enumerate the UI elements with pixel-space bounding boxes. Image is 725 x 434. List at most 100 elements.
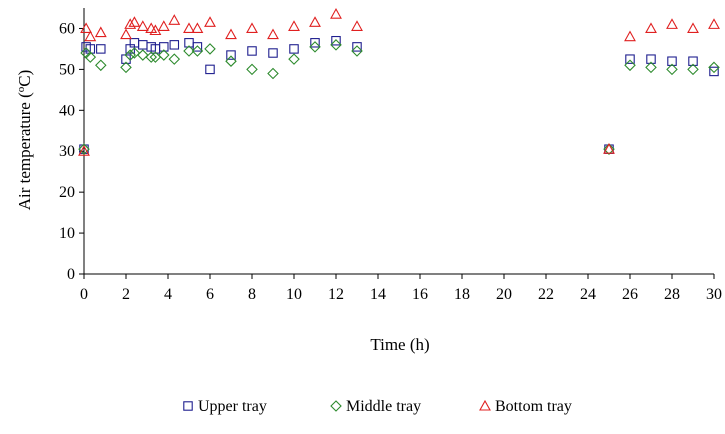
data-point <box>645 61 657 74</box>
data-point <box>666 18 678 29</box>
data-point <box>145 51 157 63</box>
data-point <box>352 42 362 52</box>
series-bottom-tray <box>78 8 720 156</box>
data-point <box>124 18 137 29</box>
data-point <box>268 48 278 58</box>
y-axis-title-main: Air temperature ( <box>15 92 34 210</box>
data-point <box>688 56 698 66</box>
data-point <box>120 28 132 40</box>
data-point <box>204 43 216 55</box>
data-point <box>331 35 341 46</box>
x-axis-ticks: 0 2 4 6 8 10 12 14 16 18 20 22 24 26 28 30 <box>80 274 722 303</box>
data-point <box>169 40 180 50</box>
x-tick-label: 0 <box>80 286 88 303</box>
data-point <box>124 49 136 61</box>
data-point <box>84 51 97 63</box>
data-point <box>687 22 699 34</box>
data-point <box>708 61 720 74</box>
data-point <box>330 8 342 19</box>
x-tick-label: 20 <box>496 286 512 303</box>
data-point <box>666 63 678 76</box>
x-tick-label: 6 <box>206 286 214 303</box>
x-axis-title: Time (h) <box>370 335 429 354</box>
data-point <box>645 22 657 34</box>
x-tick-label: 22 <box>538 286 554 303</box>
data-point <box>267 67 279 80</box>
data-point <box>246 63 258 76</box>
y-tick-label: 10 <box>59 225 75 242</box>
data-point <box>79 144 89 154</box>
y-tick-label: 60 <box>59 20 75 37</box>
data-point <box>191 45 204 57</box>
x-tick-label: 14 <box>370 286 386 303</box>
data-point <box>168 53 181 65</box>
data-point <box>136 20 149 31</box>
data-point <box>708 18 720 29</box>
data-point <box>646 54 656 64</box>
data-point <box>96 44 106 54</box>
data-point <box>158 49 170 61</box>
data-point <box>168 14 181 25</box>
data-point <box>84 30 97 42</box>
y-tick-label: 20 <box>59 184 75 201</box>
data-point <box>80 22 93 34</box>
y-axis-title-superscript: o <box>15 86 27 92</box>
x-tick-label: 4 <box>164 286 172 303</box>
legend-item: Middle tray <box>330 398 421 415</box>
data-point <box>309 16 321 27</box>
data-point <box>128 47 141 59</box>
data-point <box>709 66 719 77</box>
data-point <box>330 39 342 51</box>
legend: Upper tray Middle tray Bottom tray <box>183 398 572 415</box>
x-tick-label: 26 <box>622 286 638 303</box>
data-point <box>225 28 237 40</box>
data-point <box>309 41 321 53</box>
x-tick-label: 16 <box>412 286 428 303</box>
data-point <box>226 50 236 60</box>
x-tick-label: 18 <box>454 286 470 303</box>
data-point <box>624 30 636 42</box>
data-point <box>183 45 195 57</box>
x-tick-label: 24 <box>580 286 596 303</box>
data-point <box>687 63 699 76</box>
legend-marker <box>330 400 342 412</box>
data-point <box>625 54 635 64</box>
legend-marker <box>479 399 491 411</box>
data-point <box>120 61 132 74</box>
data-point <box>157 20 170 31</box>
data-point <box>667 56 677 66</box>
x-tick-label: 12 <box>328 286 344 303</box>
x-tick-label: 30 <box>706 286 722 303</box>
y-tick-label: 0 <box>67 266 75 283</box>
legend-item: Upper tray <box>183 398 267 415</box>
data-point <box>191 22 204 34</box>
y-axis-title-tail: C) <box>15 70 34 87</box>
data-point <box>94 26 107 38</box>
data-point <box>247 46 257 56</box>
data-point <box>289 44 299 54</box>
legend-item: Bottom tray <box>479 398 572 415</box>
data-point <box>288 20 300 31</box>
legend-label: Bottom tray <box>495 398 572 415</box>
legend-marker <box>183 401 193 411</box>
data-point <box>192 42 203 52</box>
x-tick-label: 2 <box>122 286 130 303</box>
series-upper-tray <box>79 35 719 154</box>
legend-label: Upper tray <box>198 398 267 415</box>
x-tick-label: 10 <box>286 286 302 303</box>
y-axis-ticks: 0 10 20 30 40 50 60 <box>59 20 84 283</box>
data-point <box>138 40 148 50</box>
data-point <box>267 28 279 40</box>
data-point <box>246 22 258 34</box>
data-point <box>288 53 300 65</box>
series-layer <box>78 8 720 156</box>
data-point <box>183 22 195 34</box>
y-axis-title: Air temperature (oC) <box>15 70 34 211</box>
y-tick-label: 50 <box>59 61 75 78</box>
data-point <box>310 38 320 48</box>
data-point <box>128 16 141 27</box>
data-point <box>351 20 363 31</box>
data-point <box>78 145 90 156</box>
